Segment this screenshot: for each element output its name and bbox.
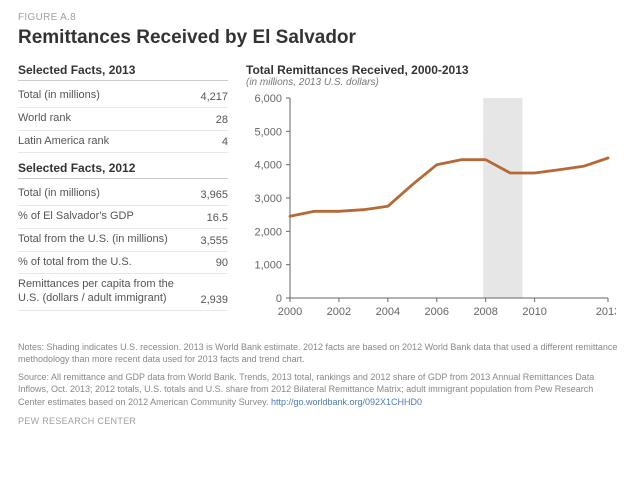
fact-value: 90 xyxy=(216,257,228,269)
fact-label: World rank xyxy=(18,112,71,126)
facts-2012-header: Selected Facts, 2012 xyxy=(18,161,228,179)
fact-value: 4 xyxy=(222,136,228,148)
fact-label: Total from the U.S. (in millions) xyxy=(18,233,168,247)
chart-title: Total Remittances Received, 2000-2013 xyxy=(246,63,622,77)
fact-value: 16.5 xyxy=(207,212,228,224)
fact-label: Latin America rank xyxy=(18,135,109,149)
source-link[interactable]: http://go.worldbank.org/092X1CHHD0 xyxy=(271,397,422,407)
notes-block: Notes: Shading indicates U.S. recession.… xyxy=(18,341,622,408)
fact-label: Total (in millions) xyxy=(18,89,100,103)
recession-band xyxy=(483,98,522,298)
x-tick-label: 2002 xyxy=(327,306,351,318)
fact-label: % of total from the U.S. xyxy=(18,256,132,270)
notes-text: Notes: Shading indicates U.S. recession.… xyxy=(18,341,622,365)
fact-label: % of El Salvador's GDP xyxy=(18,210,134,224)
figure-label: FIGURE A.8 xyxy=(18,12,622,23)
y-tick-label: 2,000 xyxy=(254,226,282,238)
fact-value: 4,217 xyxy=(200,91,228,103)
chart-column: Total Remittances Received, 2000-2013 (i… xyxy=(246,63,622,327)
fact-value: 28 xyxy=(216,114,228,126)
facts-2013-header: Selected Facts, 2013 xyxy=(18,63,228,81)
fact-value: 2,939 xyxy=(200,294,228,306)
chart-subtitle: (in millions, 2013 U.S. dollars) xyxy=(246,77,622,88)
chart-area: 0 1,000 2,000 3,000 4,000 5,000 6,000 2000 2002 2… xyxy=(246,92,616,327)
fact-row: Latin America rank 4 xyxy=(18,131,228,154)
y-tick-label: 1,000 xyxy=(254,260,282,272)
x-tick-label: 2013 xyxy=(596,306,616,318)
y-tick-label: 3,000 xyxy=(254,193,282,205)
facts-2013-list: Total (in millions) 4,217 World rank 28 Lati… xyxy=(18,85,228,153)
y-tick-label: 6,000 xyxy=(254,93,282,105)
facts-2012-list: Total (in millions) 3,965 % of El Salvador… xyxy=(18,183,228,311)
fact-label: Remittances per capita from the U.S. (do… xyxy=(18,278,190,306)
fact-row: % of El Salvador's GDP 16.5 xyxy=(18,206,228,229)
fact-value: 3,555 xyxy=(200,235,228,247)
source-text: Source: All remittance and GDP data from… xyxy=(18,371,622,407)
fact-label: Total (in millions) xyxy=(18,187,100,201)
facts-column: Selected Facts, 2013 Total (in millions)… xyxy=(18,63,228,327)
x-tick-label: 2010 xyxy=(522,306,546,318)
line-chart-svg: 0 1,000 2,000 3,000 4,000 5,000 6,000 2000 2002 2… xyxy=(246,92,616,327)
y-tick-label: 0 xyxy=(276,293,282,305)
fact-row: World rank 28 xyxy=(18,108,228,131)
y-tick-label: 5,000 xyxy=(254,126,282,138)
fact-row: Total from the U.S. (in millions) 3,555 xyxy=(18,229,228,252)
page-container: FIGURE A.8 Remittances Received by El Sa… xyxy=(0,0,640,434)
fact-row: % of total from the U.S. 90 xyxy=(18,252,228,275)
x-tick-label: 2000 xyxy=(278,306,302,318)
x-tick-label: 2004 xyxy=(376,306,400,318)
x-tick-label: 2006 xyxy=(425,306,449,318)
remittance-line xyxy=(290,158,608,216)
x-tick-label: 2008 xyxy=(473,306,497,318)
fact-value: 3,965 xyxy=(200,189,228,201)
fact-row: Total (in millions) 4,217 xyxy=(18,85,228,108)
content-row: Selected Facts, 2013 Total (in millions)… xyxy=(18,63,622,327)
fact-row: Total (in millions) 3,965 xyxy=(18,183,228,206)
footer-org: PEW RESEARCH CENTER xyxy=(18,416,622,426)
y-tick-label: 4,000 xyxy=(254,160,282,172)
fact-row: Remittances per capita from the U.S. (do… xyxy=(18,274,228,311)
page-title: Remittances Received by El Salvador xyxy=(18,27,622,49)
